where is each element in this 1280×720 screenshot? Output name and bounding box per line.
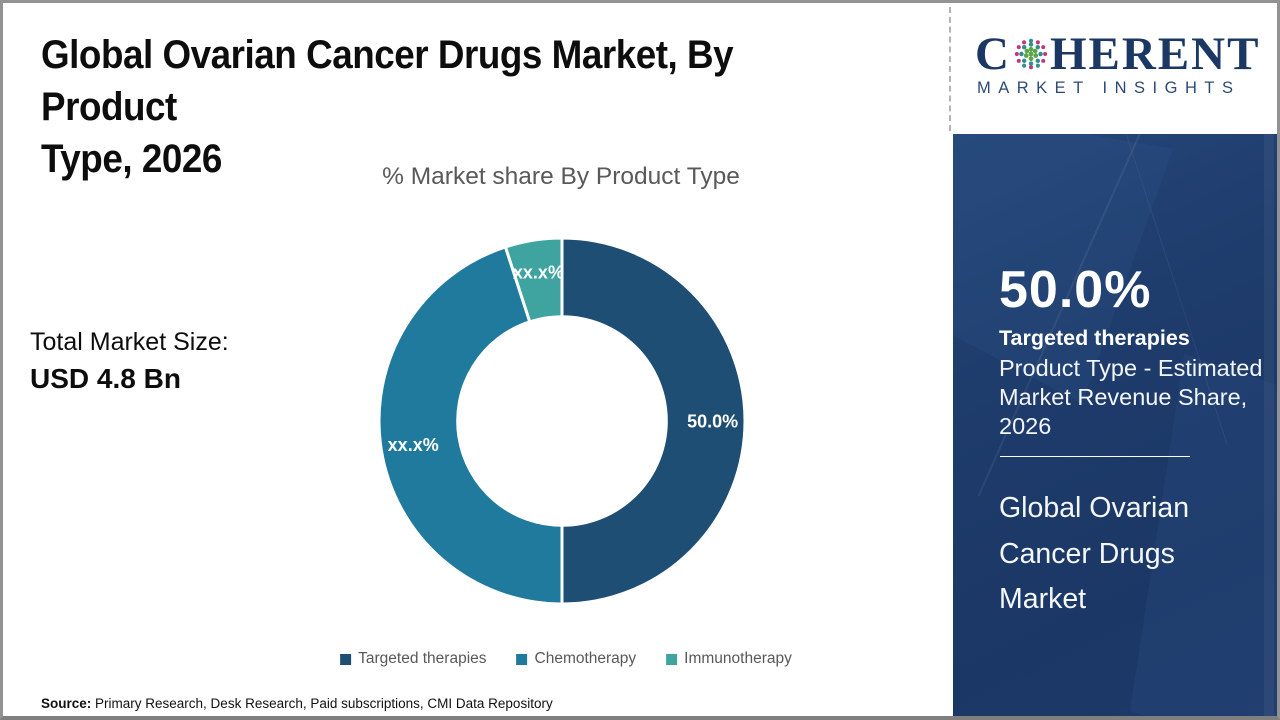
legend-item-targeted-therapies: Targeted therapies bbox=[340, 650, 487, 668]
legend-swatch bbox=[516, 653, 528, 665]
sidebar-highlight-value: 50.0% bbox=[999, 261, 1152, 319]
logo-letters-rest: HERENT bbox=[1049, 28, 1261, 80]
sidebar-panel: 50.0% Targeted therapies Product Type - … bbox=[953, 134, 1277, 716]
legend-swatch bbox=[340, 653, 352, 665]
donut-segment-label: xx.x% bbox=[388, 435, 439, 455]
page-title-line-2: Type, 2026 bbox=[41, 137, 222, 181]
donut-segment-label: 50.0% bbox=[687, 411, 738, 431]
legend-item-chemotherapy: Chemotherapy bbox=[516, 650, 637, 668]
source-line: Source: Primary Research, Desk Research,… bbox=[41, 696, 553, 711]
total-market-size-value: USD 4.8 Bn bbox=[30, 363, 181, 394]
donut-segment-chemotherapy bbox=[377, 245, 564, 606]
legend-label: Chemotherapy bbox=[534, 650, 637, 667]
legend-item-immunotherapy: Immunotherapy bbox=[666, 650, 792, 668]
logo-tagline: MARKET INSIGHTS bbox=[977, 79, 1241, 97]
donut-chart-svg: 50.0% xx.x% xx.x% bbox=[377, 236, 747, 606]
logo-letter-c: C bbox=[975, 28, 1011, 80]
header-dashed-divider bbox=[949, 7, 951, 131]
page-title: Global Ovarian Cancer Drugs Market, By P… bbox=[41, 29, 869, 185]
total-market-size-label: Total Market Size: bbox=[30, 328, 229, 356]
donut-segment-immunotherapy bbox=[503, 236, 564, 324]
donut-chart: 50.0% xx.x% xx.x% bbox=[372, 231, 752, 611]
coherent-logo-wordmark: C bbox=[975, 27, 1260, 81]
source-label: Source: bbox=[41, 696, 92, 711]
chart-title: % Market share By Product Type bbox=[382, 163, 740, 190]
page-title-line-1: Global Ovarian Cancer Drugs Market, By P… bbox=[41, 33, 734, 129]
chart-legend: Targeted therapies Chemotherapy Immunother… bbox=[340, 650, 792, 668]
source-text: Primary Research, Desk Research, Paid su… bbox=[95, 696, 553, 711]
donut-segment-targeted-therapies bbox=[560, 236, 747, 606]
sidebar-edge-strip bbox=[1264, 134, 1274, 716]
legend-label: Targeted therapies bbox=[358, 650, 487, 667]
donut-segment-label: xx.x% bbox=[513, 262, 564, 282]
coherent-logo-globe-icon bbox=[1014, 38, 1048, 70]
coherent-logo: C bbox=[953, 3, 1277, 134]
legend-label: Immunotherapy bbox=[684, 650, 792, 667]
legend-swatch bbox=[666, 653, 678, 665]
sidebar-market-name: Global Ovarian Cancer Drugs Market bbox=[999, 492, 1190, 615]
sidebar-description: Product Type - Estimated Market Revenue … bbox=[999, 355, 1263, 439]
sidebar-divider-line bbox=[1000, 456, 1190, 457]
sidebar-highlight-label: Targeted therapies bbox=[999, 326, 1190, 350]
